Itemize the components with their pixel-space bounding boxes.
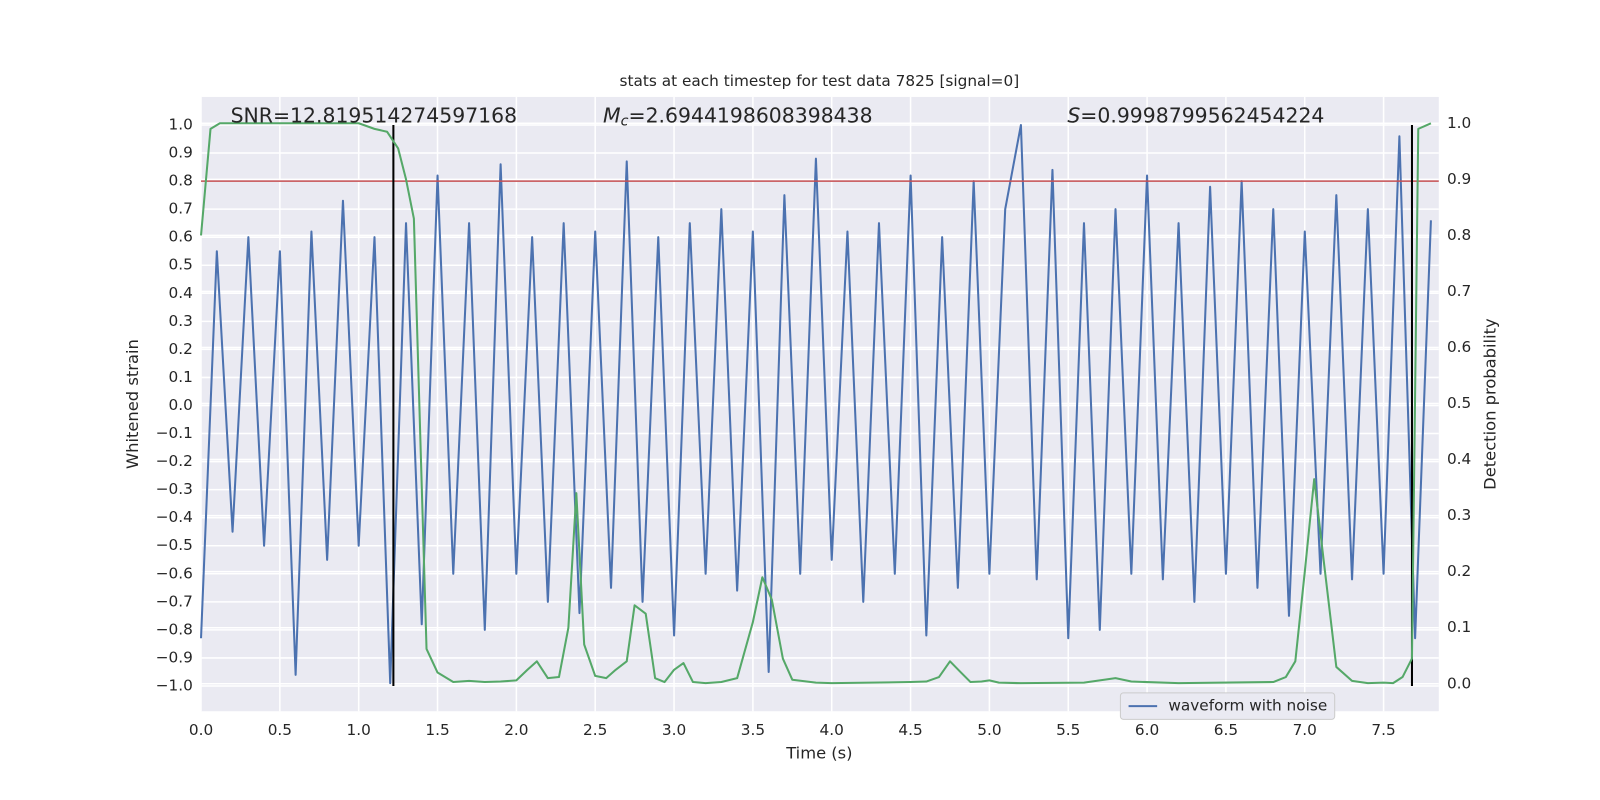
x-tick-label: 5.5 (1056, 721, 1080, 739)
annotation: Mc=2.6944198608398438 (603, 103, 873, 129)
y-tick-label: 0.2 (169, 340, 193, 358)
probability-line (200, 122, 1432, 685)
y2-tick-label: 0.5 (1447, 394, 1471, 412)
legend-box (1119, 692, 1336, 720)
legend-label: waveform with noise (1168, 697, 1327, 715)
x-tick-label: 0.5 (268, 721, 292, 739)
y-tick-label: −0.1 (156, 424, 193, 442)
x-tick-label: 0.0 (189, 721, 213, 739)
y-tick-label: 0.6 (169, 228, 193, 246)
x-axis-label: Time (s) (785, 744, 852, 763)
y2-tick-label: 0.2 (1447, 562, 1471, 580)
annotation-subscript: c (621, 113, 629, 129)
y-tick-label: 0.3 (169, 312, 193, 330)
y-tick-label: −0.8 (156, 620, 193, 638)
waveform-line (200, 123, 1432, 685)
y2-tick-label: 0.7 (1447, 282, 1471, 300)
annotation: SNR=12.819514274597168 (231, 103, 517, 127)
x-tick-label: 3.0 (662, 721, 686, 739)
annotation-symbol: S (1067, 103, 1080, 127)
y-tick-label: 0.8 (169, 172, 193, 190)
y-tick-label: −0.4 (156, 508, 193, 526)
y-tick-label: −0.7 (156, 592, 193, 610)
x-tick-label: 2.0 (504, 721, 528, 739)
annotation-text: =2.6944198608398438 (628, 103, 872, 127)
x-tick-label: 4.5 (898, 721, 922, 739)
y-tick-label: −0.9 (156, 648, 193, 666)
y2-tick-label: 0.6 (1447, 338, 1471, 356)
y-tick-label: −0.5 (156, 536, 193, 554)
annotation-text: =0.9998799562454224 (1080, 103, 1324, 127)
y-tick-label: 0.4 (169, 284, 193, 302)
chart-title: stats at each timestep for test data 782… (620, 72, 1020, 90)
y2-tick-label: 0.4 (1447, 450, 1471, 468)
y-tick-label: 0.0 (169, 396, 193, 414)
y2-tick-label: 0.0 (1447, 674, 1471, 692)
y-tick-label: −1.0 (156, 676, 193, 694)
x-tick-label: 7.5 (1371, 721, 1395, 739)
x-tick-label: 1.0 (347, 721, 371, 739)
x-tick-label: 7.0 (1293, 721, 1317, 739)
x-tick-label: 1.5 (425, 721, 449, 739)
y-tick-label: 0.7 (169, 200, 193, 218)
y-tick-label: 0.9 (169, 144, 193, 162)
y2-axis-label: Detection probability (1480, 318, 1499, 490)
y-tick-label: −0.6 (156, 564, 193, 582)
annotation-symbol: M (603, 103, 621, 127)
y-tick-label: −0.3 (156, 480, 193, 498)
legend: waveform with noise (1119, 692, 1336, 720)
annotation: S=0.9998799562454224 (1067, 103, 1324, 127)
y-tick-label: −0.2 (156, 452, 193, 470)
y-tick-label: 1.0 (169, 115, 193, 133)
y2-tick-label: 0.3 (1447, 506, 1471, 524)
x-tick-label: 3.5 (741, 721, 765, 739)
y2-tick-label: 0.8 (1447, 226, 1471, 244)
x-tick-label: 6.5 (1214, 721, 1238, 739)
y-tick-label: 0.5 (169, 256, 193, 274)
x-tick-label: 2.5 (583, 721, 607, 739)
y-tick-label: 0.1 (169, 368, 193, 386)
x-tick-label: 6.0 (1135, 721, 1159, 739)
y2-tick-label: 1.0 (1447, 114, 1471, 132)
x-tick-label: 4.0 (820, 721, 844, 739)
x-tick-label: 5.0 (977, 721, 1001, 739)
y-axis-label: Whitened strain (123, 339, 142, 469)
y2-tick-label: 0.1 (1447, 618, 1471, 636)
y2-tick-label: 0.9 (1447, 170, 1471, 188)
